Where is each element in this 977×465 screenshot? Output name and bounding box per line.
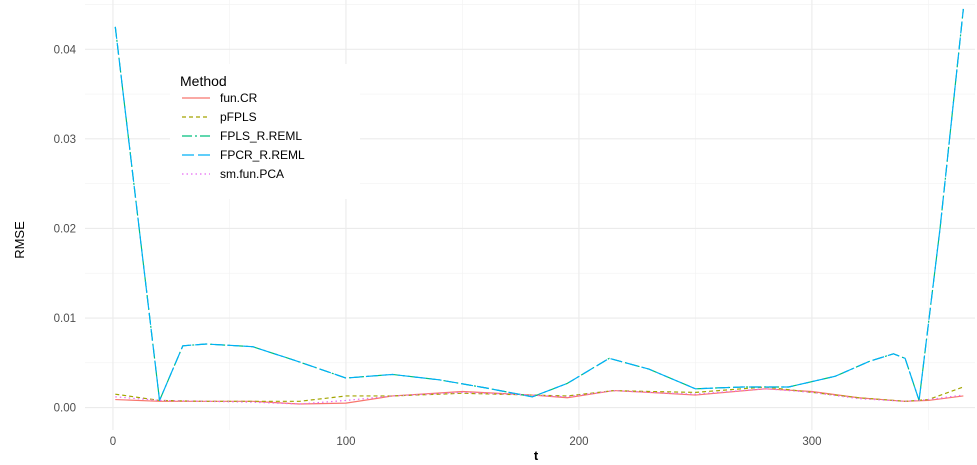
legend-background bbox=[170, 64, 360, 199]
x-tick-label: 100 bbox=[336, 436, 355, 448]
legend-label-sm-fun-pca: sm.fun.PCA bbox=[220, 167, 284, 181]
y-tick-label: 0.04 bbox=[54, 44, 77, 56]
y-tick-label: 0.02 bbox=[54, 223, 76, 235]
series-line-fpcr-r-reml bbox=[114, 8, 964, 402]
legend-label-fpls-r-reml: FPLS_R.REML bbox=[220, 129, 302, 143]
y-tick-label: 0.00 bbox=[54, 403, 76, 415]
plot-series bbox=[114, 8, 964, 405]
x-tick-label: 300 bbox=[802, 436, 821, 448]
y-tick-label: 0.01 bbox=[54, 313, 76, 325]
axes: 0 100 200 300 0.00 0.01 0.02 0.03 0.04 bbox=[54, 44, 822, 448]
legend: Method fun.CR pFPLS FPLS_R.REML FPCR_R.REML… bbox=[170, 64, 360, 199]
legend-label-fun-cr: fun.CR bbox=[220, 91, 258, 105]
x-axis-title: t bbox=[534, 448, 539, 463]
series-line-pfpls bbox=[115, 386, 964, 402]
x-tick-label: 200 bbox=[569, 436, 588, 448]
x-tick-label: 0 bbox=[110, 436, 116, 448]
series-line-sm-fun-pca bbox=[115, 388, 964, 405]
legend-label-fpcr-r-reml: FPCR_R.REML bbox=[220, 148, 305, 162]
y-axis-title: RMSE bbox=[12, 221, 27, 259]
y-tick-label: 0.03 bbox=[54, 134, 76, 146]
legend-title: Method bbox=[180, 73, 227, 89]
legend-label-pfpls: pFPLS bbox=[220, 110, 257, 124]
